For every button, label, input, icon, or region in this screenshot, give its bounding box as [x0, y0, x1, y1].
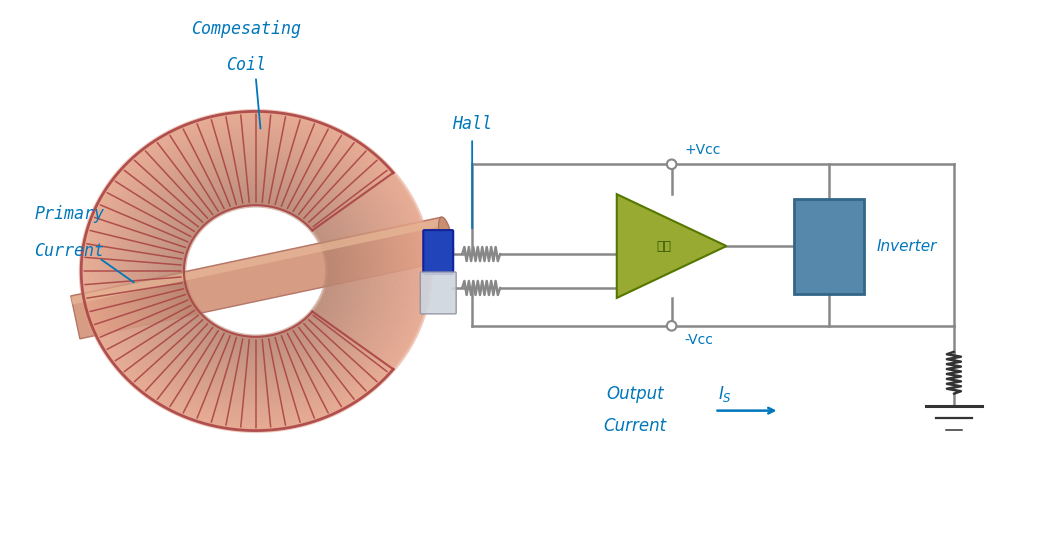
Text: Current: Current	[34, 242, 104, 260]
Text: Compesating: Compesating	[191, 20, 301, 38]
Text: Hall: Hall	[453, 115, 492, 133]
Text: +Vcc: +Vcc	[685, 143, 721, 157]
Polygon shape	[617, 194, 726, 298]
Text: Output: Output	[606, 385, 664, 403]
Text: -Vcc: -Vcc	[685, 333, 713, 347]
FancyBboxPatch shape	[420, 272, 456, 314]
Circle shape	[667, 160, 676, 169]
Circle shape	[667, 321, 676, 331]
Text: Inverter: Inverter	[877, 239, 936, 254]
Polygon shape	[71, 218, 443, 304]
FancyBboxPatch shape	[423, 230, 454, 274]
Text: 运放: 运放	[656, 240, 671, 252]
Text: Current: Current	[603, 416, 667, 435]
Ellipse shape	[439, 217, 454, 260]
Text: Primary: Primary	[34, 205, 104, 223]
Polygon shape	[71, 217, 450, 339]
Bar	[794, 199, 864, 294]
Text: Coil: Coil	[226, 56, 266, 73]
Text: $I_S$: $I_S$	[718, 384, 731, 404]
